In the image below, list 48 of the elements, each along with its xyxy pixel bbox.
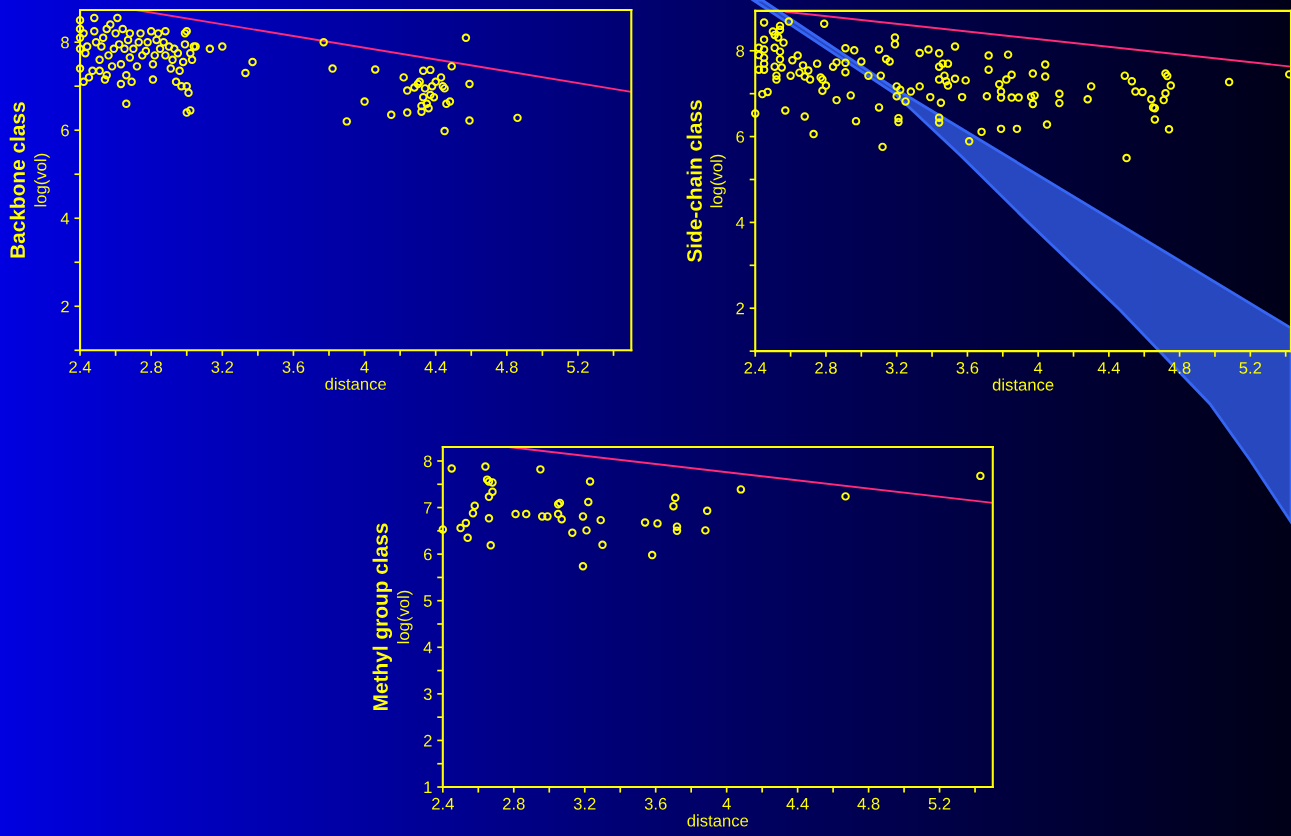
x-tick-label: 4.4 [424,361,447,373]
x-tick-label: 2.4 [432,797,454,810]
y-tick-label: 8 [736,45,745,57]
y-tick-label: 8 [61,36,69,49]
x-tick-label: 3.2 [211,361,234,373]
y-tick-label: 4 [423,641,432,654]
y-tick-label: 2 [423,734,432,747]
y-tick-label: 2 [736,302,744,315]
x-tick-label: 4 [722,798,731,810]
x-tick-label: 5.2 [567,361,589,373]
x-tick-label: 3.6 [956,361,979,374]
y-tick-label: 6 [61,124,69,137]
y-tick-label: 3 [423,688,432,701]
x-tick-label: 3.2 [573,797,596,810]
y-tick-label: 6 [736,130,745,143]
y-tick-label: 2 [61,300,69,313]
x-tick-label: 4.8 [857,797,880,810]
y-tick-label: 4 [735,216,745,229]
x-tick-label: 4.4 [786,798,809,810]
x-tick-label: 3.2 [885,361,908,374]
x-tick-label: 2.8 [815,361,837,374]
x-tick-label: 4 [360,361,369,373]
x-axis-title: distance [687,814,749,827]
y-axis-title: log(vol) [710,154,726,208]
x-tick-label: 4 [1033,362,1043,374]
text: Side-chain class [686,100,702,263]
y-tick-label: 5 [423,595,432,607]
y-tick-label: 7 [423,502,432,514]
x-tick-label: 2.8 [503,797,525,810]
x-tick-label: 3.6 [282,361,305,373]
y-axis-title: log(vol) [397,590,413,644]
text: Methyl group class [372,523,393,710]
x-tick-label: 4.4 [1097,362,1120,374]
x-axis-title: distance [992,378,1054,391]
y-tick-label: 8 [423,455,432,468]
x-axis-title: distance [325,377,386,390]
text: Backbone class [9,102,25,258]
y-tick-label: 6 [423,548,432,561]
y-tick-label: 1 [424,781,432,794]
y-tick-label: 4 [60,212,70,225]
y-axis-title: log(vol) [34,153,50,207]
x-tick-label: 3.6 [644,797,667,810]
x-tick-label: 5.2 [928,797,951,810]
x-tick-label: 2.4 [744,361,767,374]
x-tick-label: 5.2 [1239,361,1262,374]
x-tick-label: 2.4 [69,361,92,373]
x-tick-label: 4.8 [495,361,518,373]
x-tick-label: 2.8 [140,361,163,373]
